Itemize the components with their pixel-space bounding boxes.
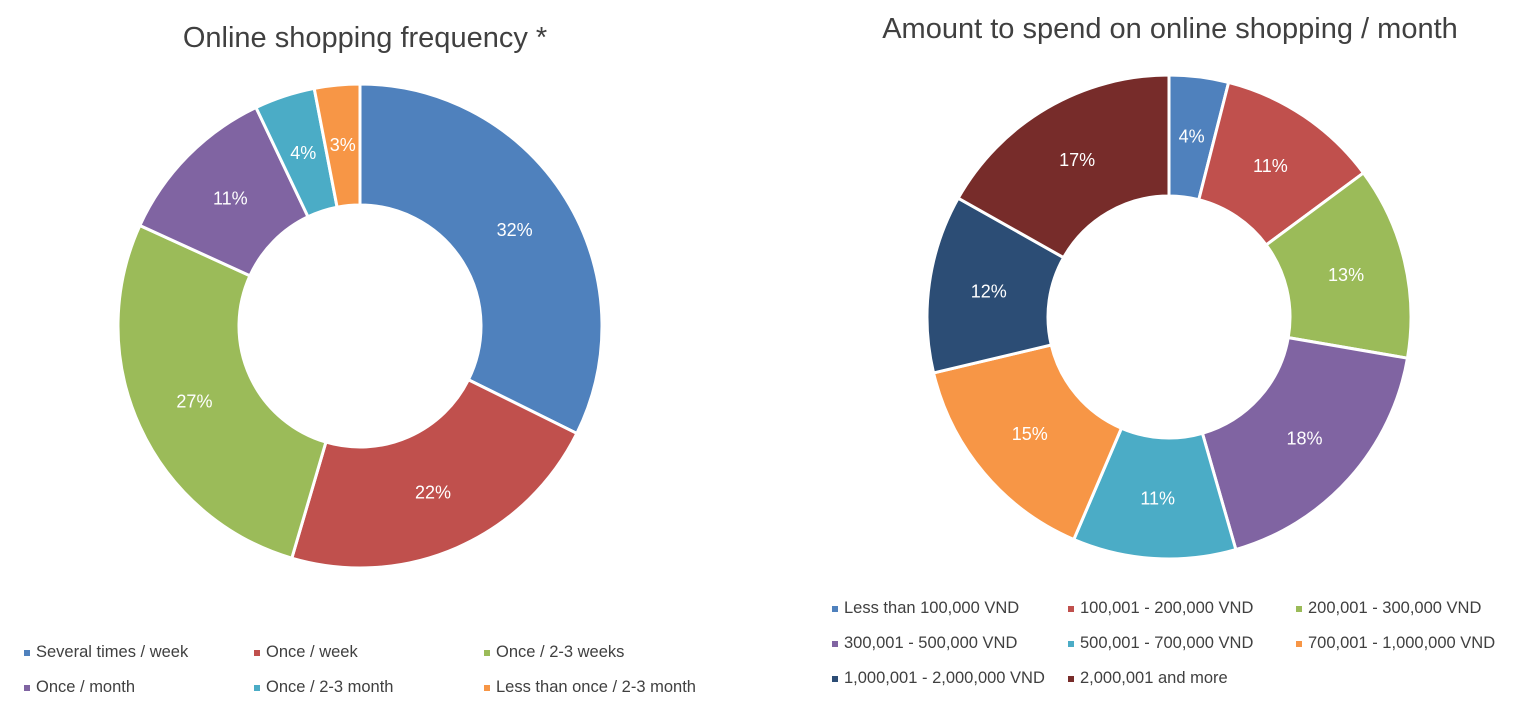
legend-swatch (832, 640, 838, 647)
legend-swatch (1068, 605, 1074, 612)
legend-item: Several times / week (24, 643, 188, 662)
slice-label: 11% (1140, 489, 1175, 509)
legend-label: 1,000,001 - 2,000,000 VND (844, 669, 1045, 687)
slice-label: 17% (1059, 150, 1095, 170)
legend-item: Once / week (254, 643, 358, 662)
legend-swatch (1296, 640, 1302, 647)
legend-item: 2,000,001 and more (1068, 669, 1228, 688)
slice-300-001-500-000-vnd (1200, 335, 1410, 552)
slice-200-001-300-000-vnd (1264, 170, 1413, 360)
legend-label: Less than once / 2-3 month (496, 678, 696, 696)
legend-item: Once / 2-3 month (254, 678, 393, 697)
legend-label: Less than 100,000 VND (844, 599, 1020, 617)
slice-2-000-001-and-more (956, 73, 1171, 260)
slice-label: 11% (213, 188, 248, 208)
legend-label: Once / 2-3 weeks (496, 643, 625, 661)
legend-swatch (832, 675, 838, 682)
legend-item: 300,001 - 500,000 VND (832, 634, 1017, 653)
legend-item: Less than 100,000 VND (832, 599, 1019, 618)
slice-label: 15% (1012, 424, 1048, 444)
legend-label: Once / 2-3 month (266, 678, 394, 696)
legend-item: 500,001 - 700,000 VND (1068, 634, 1253, 653)
slice-label: 27% (176, 392, 212, 412)
legend-label: Once / month (36, 678, 136, 696)
legend-item: 1,000,001 - 2,000,000 VND (832, 669, 1045, 688)
legend-swatch (1296, 605, 1302, 612)
slice-once-week (289, 377, 579, 570)
slice-label: 13% (1328, 265, 1364, 285)
legend-item: Once / month (24, 678, 135, 697)
legend-item: 100,001 - 200,000 VND (1068, 599, 1253, 618)
slice-label: 4% (290, 143, 316, 163)
legend-swatch (254, 649, 260, 656)
legend-item: 200,001 - 300,000 VND (1296, 599, 1481, 618)
slice-once-2-3-weeks (116, 223, 328, 561)
legend-swatch (1068, 640, 1074, 647)
legend-label: 300,001 - 500,000 VND (844, 634, 1018, 652)
donut-chart-shopping-frequency: 32% 22% 27% 11% 4% 3% (116, 82, 604, 570)
legend-swatch (832, 605, 838, 612)
slice-less-than-once-2-3-month (312, 82, 362, 209)
donut-chart-monthly-spend: 4% 11% 13% 18% 11% 15% 12% 17% (925, 73, 1413, 561)
legend-label: 200,001 - 300,000 VND (1308, 599, 1482, 617)
legend-swatch (254, 684, 260, 691)
legend-label: 500,001 - 700,000 VND (1080, 634, 1254, 652)
legend-label: 2,000,001 and more (1080, 669, 1228, 687)
slice-label: 3% (330, 135, 356, 155)
slice-label: 18% (1286, 429, 1322, 449)
legend-label: 700,001 - 1,000,000 VND (1308, 634, 1496, 652)
legend-item: Once / 2-3 weeks (484, 643, 624, 662)
chart-title: Online shopping frequency * (182, 22, 548, 54)
slice-label: 4% (1179, 126, 1205, 146)
chart-panel-monthly-spend: Amount to spend on online shopping / mon… (800, 0, 1525, 714)
slice-label: 32% (497, 220, 533, 240)
legend-item: Less than once / 2-3 month (484, 678, 696, 697)
legend-swatch (1068, 675, 1074, 682)
slice-several-times-week (358, 82, 604, 436)
slice-700-001-1-000-000-vnd (931, 343, 1124, 542)
legend-swatch (24, 649, 30, 656)
legend-label: Once / week (266, 643, 358, 661)
legend-label: 100,001 - 200,000 VND (1080, 599, 1254, 617)
chart-title: Amount to spend on online shopping / mon… (882, 13, 1458, 45)
slice-label: 11% (1253, 156, 1288, 176)
legend-swatch (484, 649, 490, 656)
legend-label: Several times / week (36, 643, 189, 661)
legend-item: 700,001 - 1,000,000 VND (1296, 634, 1495, 653)
slice-label: 22% (415, 483, 451, 503)
legend-swatch (484, 684, 490, 691)
slice-label: 12% (971, 282, 1007, 302)
chart-panel-shopping-frequency: Online shopping frequency * 32% 22% 27% 11%… (0, 0, 760, 714)
legend-swatch (24, 684, 30, 691)
